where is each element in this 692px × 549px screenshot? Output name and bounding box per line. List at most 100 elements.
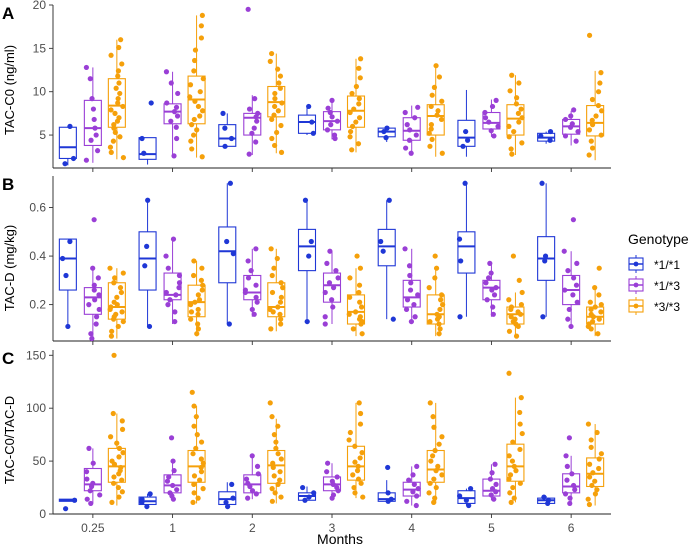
data-point [223, 499, 229, 505]
data-point [346, 437, 352, 443]
data-point [439, 472, 445, 478]
data-point [254, 118, 260, 124]
y-tick-label: 20 [33, 0, 47, 12]
data-point [111, 474, 117, 480]
data-point [269, 289, 276, 296]
data-point [120, 318, 126, 325]
legend-label-3-3: *3/*3 [654, 300, 680, 314]
legend-label-1-3: *1/*3 [654, 279, 680, 293]
data-point [431, 476, 437, 482]
data-point [230, 495, 236, 501]
data-point [354, 253, 360, 259]
data-point [562, 491, 569, 497]
data-point [431, 424, 437, 430]
x-tick-label: 0.25 [81, 521, 105, 535]
box-13-1 [163, 435, 182, 502]
data-point [598, 309, 604, 315]
data-point [165, 302, 171, 308]
data-point [220, 110, 226, 116]
data-point [89, 335, 95, 342]
data-point [438, 116, 445, 123]
data-point [174, 113, 181, 119]
data-point [575, 128, 581, 135]
box-11-5 [456, 180, 476, 320]
data-point [166, 474, 172, 480]
data-point [277, 73, 284, 79]
data-point [269, 116, 275, 123]
data-point [108, 107, 114, 113]
data-point [278, 122, 284, 129]
data-point [92, 297, 98, 303]
box-body [138, 231, 157, 291]
data-point [330, 285, 337, 291]
data-point [278, 280, 284, 286]
data-point [596, 316, 602, 322]
y-tick-label: 150 [26, 348, 46, 362]
data-point [596, 292, 602, 298]
data-point [120, 270, 126, 276]
data-point [485, 275, 492, 281]
data-point [588, 444, 594, 450]
data-point [597, 80, 603, 86]
data-point [189, 146, 195, 152]
data-point [402, 109, 408, 116]
box-13-2 [242, 246, 262, 317]
data-point [119, 426, 126, 432]
data-point [173, 292, 179, 298]
data-point [428, 103, 434, 110]
data-point [222, 125, 228, 131]
data-point [517, 446, 523, 453]
data-point [438, 292, 445, 298]
data-point [93, 132, 99, 138]
data-point [463, 128, 469, 135]
data-point [251, 311, 257, 317]
data-point [350, 326, 356, 332]
x-tick-label: 3 [329, 521, 336, 535]
data-point [433, 484, 439, 491]
data-point [253, 491, 259, 497]
y-tick-label: 50 [33, 454, 47, 468]
data-point [269, 135, 275, 142]
data-point [115, 96, 121, 102]
data-point [92, 125, 98, 131]
data-point [83, 157, 89, 163]
data-point [433, 63, 439, 69]
data-point [83, 64, 90, 71]
data-point [271, 265, 277, 271]
y-axis-label-c: TAC-C0/TAC-D [2, 396, 17, 484]
data-point [568, 113, 574, 119]
data-point [139, 135, 145, 142]
data-point [585, 496, 591, 502]
data-point [407, 272, 413, 279]
data-point [574, 299, 580, 305]
data-point [271, 112, 277, 118]
data-point [385, 464, 391, 471]
data-point [347, 275, 353, 281]
data-point [191, 68, 197, 74]
data-point [107, 144, 114, 150]
data-point [563, 453, 569, 459]
data-point [432, 495, 438, 501]
data-point [588, 437, 594, 443]
data-point [84, 496, 90, 502]
data-point [253, 139, 259, 145]
box-33-2 [267, 246, 286, 332]
data-point [426, 130, 432, 136]
data-point [191, 403, 197, 409]
data-point [193, 445, 199, 451]
data-point [542, 253, 549, 259]
x-tick-label: 6 [568, 521, 575, 535]
data-point [277, 311, 283, 317]
data-point [404, 122, 410, 128]
data-point [598, 70, 604, 76]
data-point [547, 128, 554, 135]
data-point [324, 260, 330, 266]
data-point [487, 260, 493, 266]
data-point [349, 90, 355, 97]
data-point [541, 494, 547, 500]
data-point [116, 454, 122, 460]
data-point [561, 248, 567, 254]
data-point [573, 282, 580, 288]
y-tick-label: 0.4 [29, 249, 46, 263]
box-33-0.25 [107, 265, 126, 339]
